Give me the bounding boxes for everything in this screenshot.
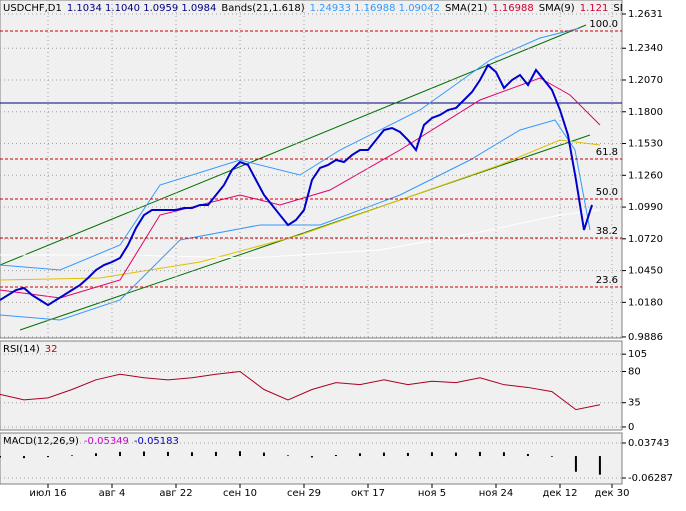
y-tick-label: 1.0990: [628, 202, 663, 213]
y-tick-label: 1.2631: [628, 9, 663, 20]
x-tick-label: сен 29: [287, 488, 321, 499]
y-tick-label: -0.06287: [628, 473, 673, 484]
x-tick-label: сен 10: [223, 488, 257, 499]
y-tick-label: 1.2070: [628, 75, 663, 86]
header-part: 1.24933 1.16988 1.09042: [310, 3, 440, 14]
x-tick-label: окт 17: [351, 488, 385, 499]
y-tick-label: 1.0180: [628, 297, 663, 308]
x-tick-label: дек 12: [542, 488, 577, 499]
header-part: 1.16988: [492, 3, 533, 14]
header-part: -0.05349: [84, 436, 129, 447]
rsi-header: RSI(14) 32: [3, 344, 58, 355]
main-panel: [0, 0, 623, 339]
x-tick-label: июл 16: [29, 488, 66, 499]
x-tick-label: дек 30: [594, 488, 629, 499]
header-part: USDCHF,D1: [3, 3, 62, 14]
header-part: 1.121: [580, 3, 609, 14]
header-part: 32: [45, 344, 58, 355]
y-tick-label: 1.1800: [628, 107, 663, 118]
x-tick-label: ноя 5: [418, 488, 446, 499]
header-part: Bands(21,1.618): [221, 3, 304, 14]
fibo-label: 61.8: [596, 147, 618, 158]
fibo-label: 100.0: [589, 19, 618, 30]
y-tick-label: 80: [628, 366, 641, 377]
y-tick-label: 1.2340: [628, 43, 663, 54]
macd-header: MACD(12,26,9) -0.05349 -0.05183: [3, 436, 179, 447]
y-tick-label: 0.9886: [628, 332, 663, 343]
chart-header: USDCHF,D1 1.1034 1.1040 1.0959 1.0984 Band…: [3, 3, 662, 14]
sma100: [0, 139, 601, 281]
x-tick-label: ноя 24: [479, 488, 514, 499]
header-part: RSI(14): [3, 344, 40, 355]
y-tick-label: 35: [628, 398, 641, 409]
band-lower: [0, 119, 591, 321]
header-part: 1.1034 1.1040 1.0959 1.0984: [67, 3, 217, 14]
rsi-panel: [0, 340, 623, 431]
header-part: SMA(9): [539, 3, 575, 14]
y-tick-label: 1.0450: [628, 266, 663, 277]
sma-white: [0, 209, 601, 259]
y-tick-label: 1.1530: [628, 139, 663, 150]
y-tick-label: 105: [628, 349, 647, 360]
channel-lower: [19, 134, 591, 331]
y-tick-label: 1.1260: [628, 170, 663, 181]
fibo-label: 50.0: [596, 187, 618, 198]
macd-panel: [0, 432, 623, 485]
y-tick-label: 1.0720: [628, 234, 663, 245]
header-part: SMA(21): [445, 3, 487, 14]
header-part: MACD(12,26,9): [3, 436, 79, 447]
price-line: [0, 63, 593, 307]
y-tick-label: 0: [628, 422, 634, 433]
x-tick-label: авг 22: [159, 488, 192, 499]
fibo-label: 23.6: [596, 275, 618, 286]
y-tick-label: 0.03743: [628, 438, 669, 449]
price-line: [0, 370, 601, 411]
header-part: -0.05183: [134, 436, 179, 447]
header-part: SMA(100): [613, 3, 662, 14]
x-tick-label: авг 4: [99, 488, 126, 499]
fibo-label: 38.2: [596, 226, 618, 237]
